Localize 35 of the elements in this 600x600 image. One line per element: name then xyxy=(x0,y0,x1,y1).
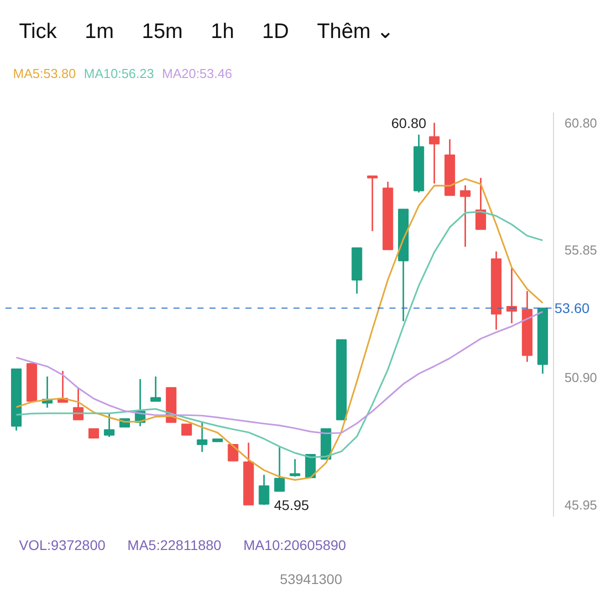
candlestick xyxy=(88,428,100,439)
y-tick-label: 55.85 xyxy=(564,242,598,258)
candlestick xyxy=(196,422,208,453)
text: MA5:22811880 xyxy=(127,537,222,553)
candlestick xyxy=(274,446,285,492)
text: 1m xyxy=(84,20,114,43)
candlestick xyxy=(367,175,378,232)
text: Tick xyxy=(19,20,57,43)
text: MA5:53.80 xyxy=(13,66,76,81)
ref-line-label: 53.60 xyxy=(554,300,590,316)
text: 1h xyxy=(210,20,234,43)
y-tick-label: 60.80 xyxy=(564,115,598,130)
text: MA10:56.23 xyxy=(84,66,154,81)
candlestick xyxy=(104,412,115,438)
y-tick-label: 45.95 xyxy=(564,497,598,512)
text: MA20:53.46 xyxy=(162,66,232,81)
text: VOL:9372800 xyxy=(19,537,106,553)
candlestick xyxy=(290,458,300,478)
candlestick xyxy=(150,376,161,402)
y-tick-label: 50.90 xyxy=(564,370,598,386)
line-series xyxy=(16,310,544,434)
candlestick xyxy=(258,474,270,506)
candlestick xyxy=(228,444,238,462)
candlestick xyxy=(475,177,486,230)
text: Thêm ⌄ xyxy=(316,20,394,43)
text: 15m xyxy=(142,20,183,43)
text: MA10:20605890 xyxy=(243,537,346,553)
candlestick xyxy=(460,184,471,248)
candlestick xyxy=(181,424,192,436)
text: 53941300 xyxy=(278,570,342,590)
annotation: 60.80 xyxy=(391,114,427,131)
candlestick xyxy=(429,122,440,184)
text: 1D xyxy=(262,20,289,43)
annotation: 45.95 xyxy=(274,496,310,513)
line-series xyxy=(16,210,544,458)
